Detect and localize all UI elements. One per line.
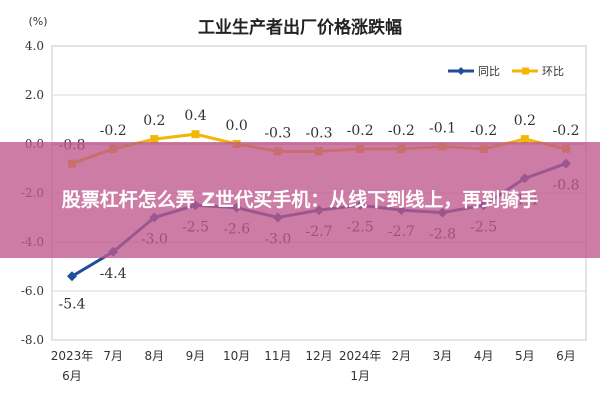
x-tick-label: 7月 — [103, 349, 123, 363]
data-label: 0.4 — [184, 108, 206, 124]
y-tick-label: -6.0 — [21, 284, 44, 298]
chart-title: 工业生产者出厂价格涨跌幅 — [198, 17, 402, 38]
data-label: 0.2 — [514, 113, 536, 129]
y-tick-label: 4.0 — [25, 39, 44, 53]
data-point — [520, 135, 529, 144]
data-label: -5.4 — [59, 296, 86, 312]
legend-marker — [457, 67, 465, 75]
x-tick-label: 2024年 1月 — [339, 349, 382, 383]
data-label: 0.2 — [143, 113, 165, 129]
data-point — [67, 271, 77, 282]
data-point — [191, 130, 200, 139]
x-tick-label: 12月 — [305, 349, 332, 363]
legend: 同比 环比 — [448, 65, 564, 78]
data-label: -0.3 — [306, 125, 333, 141]
x-tick-label: 4月 — [474, 349, 494, 363]
x-tick-label: 11月 — [264, 349, 291, 363]
headline-text: 股票杠杆怎么弄 Z世代买手机：从线下到线上，再到骑手 — [61, 189, 539, 211]
x-tick-label: 2023年 6月 — [51, 349, 94, 383]
data-label: -0.2 — [470, 123, 497, 139]
x-tick-label: 10月 — [223, 349, 250, 363]
data-label: -0.2 — [347, 123, 374, 139]
legend-marker — [522, 67, 529, 75]
data-label: -0.2 — [388, 123, 415, 139]
x-axis-ticks: 2023年 6月 7月 8月 9月 10月 11月 12月 2024年 1月 2月 3月 4月 5月 6月 — [51, 349, 576, 383]
y-axis-unit: (%) — [28, 15, 47, 28]
data-point — [150, 135, 159, 144]
data-label: -4.4 — [100, 266, 127, 282]
legend-label: 环比 — [542, 65, 564, 78]
x-tick-label: 9月 — [186, 349, 206, 363]
x-tick-label: 5月 — [515, 349, 535, 363]
data-label: -0.2 — [553, 123, 580, 139]
data-label: -0.3 — [264, 125, 291, 141]
x-tick-label: 6月 — [556, 349, 576, 363]
legend-label: 同比 — [478, 65, 500, 78]
x-tick-label: 8月 — [145, 349, 165, 363]
headline-banner: 股票杠杆怎么弄 Z世代买手机：从线下到线上，再到骑手 — [0, 142, 600, 258]
y-tick-label: -8.0 — [21, 333, 44, 347]
x-tick-label: 2月 — [392, 349, 412, 363]
data-label: 0.0 — [226, 118, 248, 134]
y-tick-label: 2.0 — [25, 88, 44, 102]
data-label: -0.2 — [100, 123, 127, 139]
x-tick-label: 3月 — [433, 349, 453, 363]
data-label: -0.1 — [429, 120, 456, 136]
